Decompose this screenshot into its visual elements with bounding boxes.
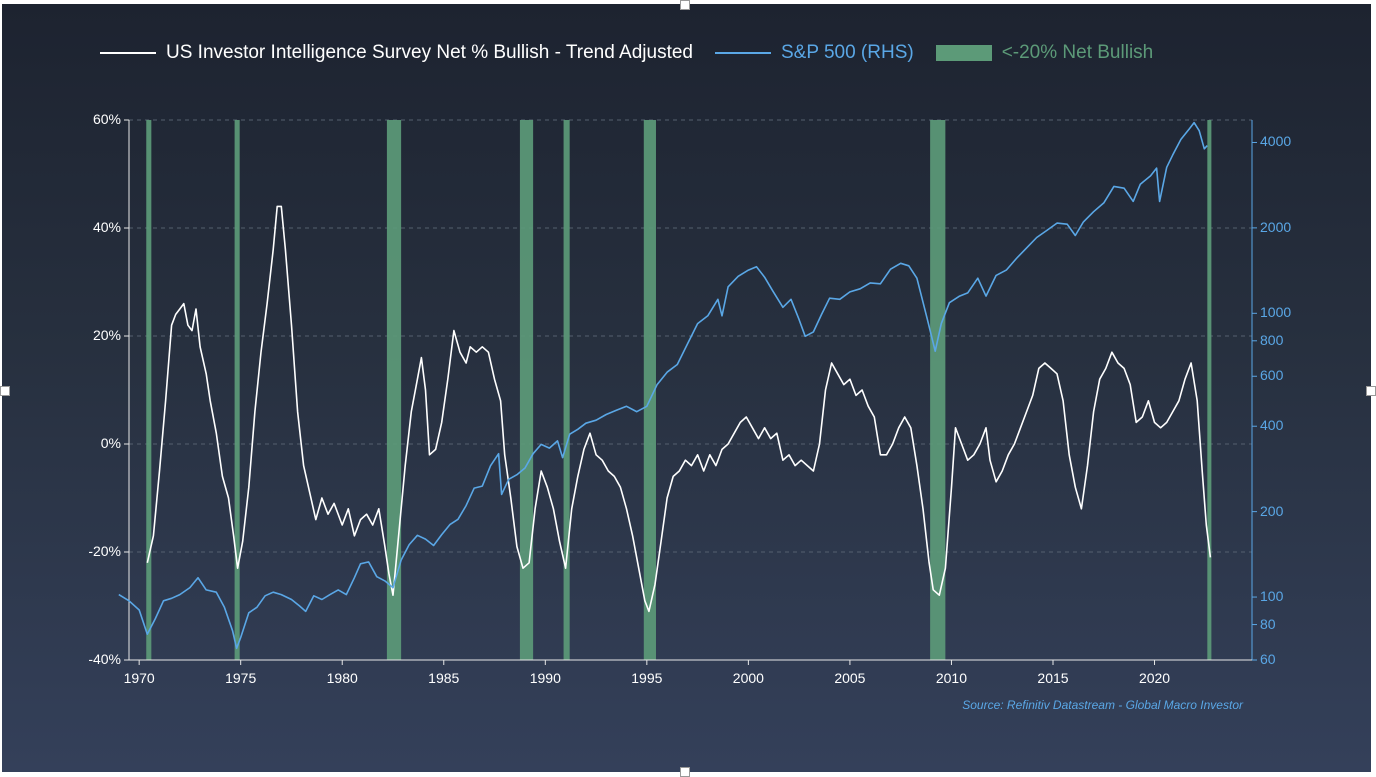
right-tick-label: 800 xyxy=(1260,331,1284,348)
band-1 xyxy=(234,120,240,660)
legend-swatch-band xyxy=(935,45,992,61)
band-2 xyxy=(386,120,402,660)
series-line-sp500 xyxy=(118,121,1208,650)
left-tick-label: 0% xyxy=(100,435,121,451)
legend-swatch-sp500 xyxy=(714,52,771,54)
selection-handle[interactable] xyxy=(1366,386,1376,396)
right-tick-label: 4000 xyxy=(1260,133,1292,150)
right-tick-label: 200 xyxy=(1260,502,1284,519)
legend-item-sp500: S&P 500 (RHS) xyxy=(714,42,914,64)
band-4 xyxy=(563,120,570,660)
band-3 xyxy=(519,120,534,660)
left-tick-label: 40% xyxy=(92,219,121,235)
right-tick-label: 2000 xyxy=(1260,218,1292,235)
right-tick-label: 600 xyxy=(1260,367,1284,384)
x-tick-label: 1990 xyxy=(529,670,561,686)
right-tick-label: 1000 xyxy=(1260,304,1292,321)
x-tick-label: 2000 xyxy=(732,670,764,686)
left-tick-label: -40% xyxy=(88,651,121,667)
left-tick-label: 20% xyxy=(92,327,121,343)
band-7 xyxy=(1207,120,1212,660)
chart-frame: US Investor Intelligence Survey Net % Bu… xyxy=(2,4,1371,772)
x-tick-label: 1985 xyxy=(428,670,460,686)
source-note: Source: Refinitiv Datastream - Global Ma… xyxy=(962,698,1243,712)
band-0 xyxy=(146,120,152,660)
legend: US Investor Intelligence Survey Net % Bu… xyxy=(100,42,1175,64)
x-tick-label: 1980 xyxy=(326,670,358,686)
legend-label-sp500: S&P 500 (RHS) xyxy=(780,42,914,63)
x-tick-label: 1970 xyxy=(123,670,155,686)
right-tick-label: 400 xyxy=(1260,417,1284,434)
x-tick-label: 2020 xyxy=(1138,670,1171,686)
x-tick-label: 1995 xyxy=(631,670,663,686)
chart-canvas xyxy=(118,119,1257,665)
x-tick-label: 2010 xyxy=(935,670,968,686)
series-line-bullish xyxy=(146,205,1212,613)
right-tick-label: 80 xyxy=(1260,615,1276,632)
selection-handle[interactable] xyxy=(680,0,690,10)
left-tick-label: 60% xyxy=(92,111,121,127)
x-tick-label: 1975 xyxy=(225,670,257,686)
right-tick-label: 100 xyxy=(1260,588,1284,605)
right-tick-label: 60 xyxy=(1260,651,1276,667)
band-6 xyxy=(930,120,946,660)
selection-handle[interactable] xyxy=(0,386,10,396)
x-tick-label: 2005 xyxy=(834,670,866,686)
x-tick-label: 2015 xyxy=(1037,670,1069,686)
legend-swatch-bullish xyxy=(100,52,156,54)
legend-item-band: <-20% Net Bullish xyxy=(935,42,1154,64)
band-5 xyxy=(643,120,656,660)
legend-label-bullish: US Investor Intelligence Survey Net % Bu… xyxy=(166,42,693,63)
left-tick-label: -20% xyxy=(88,543,121,559)
legend-label-band: <-20% Net Bullish xyxy=(1001,42,1154,63)
legend-item-bullish: US Investor Intelligence Survey Net % Bu… xyxy=(100,42,693,64)
